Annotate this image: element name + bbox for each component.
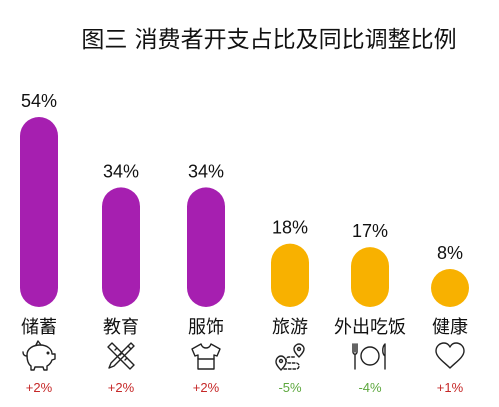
pencil-ruler-icon: [107, 342, 135, 370]
category-label-1: 教育: [103, 317, 139, 338]
yoy-change-label-2: +2%: [193, 380, 220, 395]
bar-2: [187, 187, 225, 307]
category-label-0: 储蓄: [21, 317, 57, 338]
bar-0: [20, 117, 58, 307]
value-label-1: 34%: [103, 161, 139, 181]
heart-icon: [435, 342, 465, 369]
value-label-0: 54%: [21, 91, 57, 111]
bars-group: 54% 储蓄 +2% 34% 教育 +2% 34% 服饰 +2% 18% 旅游 -5% 17% 外出吃饭 -…: [20, 91, 469, 395]
value-label-2: 34%: [188, 161, 224, 181]
tshirt-icon: [191, 343, 221, 370]
value-label-3: 18%: [272, 218, 308, 238]
fork-plate-knife-icon: [352, 343, 386, 370]
category-label-4: 外出吃饭: [334, 317, 406, 338]
yoy-change-label-4: -4%: [358, 380, 382, 395]
value-label-5: 8%: [437, 243, 463, 263]
yoy-change-label-1: +2%: [108, 380, 135, 395]
category-label-3: 旅游: [272, 317, 308, 338]
value-label-4: 17%: [352, 221, 388, 241]
bar-1: [102, 187, 140, 307]
bar-5: [431, 269, 469, 307]
route-pin-icon: [275, 343, 305, 371]
yoy-change-label-5: +1%: [437, 380, 464, 395]
bar-3: [271, 243, 309, 307]
yoy-change-label-3: -5%: [278, 380, 302, 395]
category-label-2: 服饰: [188, 317, 224, 338]
chart-title: 图三 消费者开支占比及同比调整比例: [81, 27, 456, 53]
piggy-bank-icon: [22, 340, 56, 371]
yoy-change-label-0: +2%: [26, 380, 53, 395]
bar-4: [351, 247, 389, 307]
category-label-5: 健康: [432, 317, 468, 338]
icons-group: [22, 340, 465, 371]
